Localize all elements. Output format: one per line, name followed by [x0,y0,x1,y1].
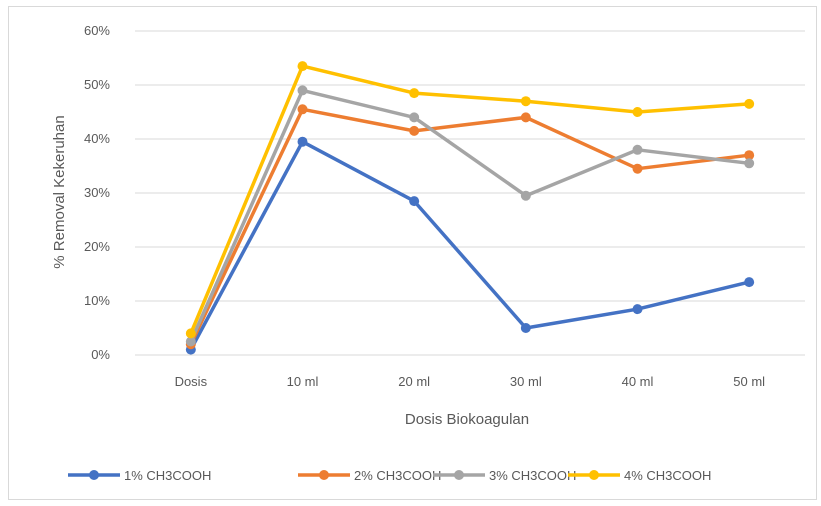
y-tick-label: 40% [84,131,110,146]
chart-frame [8,6,817,500]
data-point [297,104,308,115]
data-point [409,196,420,207]
legend-swatch-marker [319,470,329,480]
x-axis-ticks: Dosis 10 ml 20 ml 30 ml 40 ml 50 ml [175,374,766,389]
series-3 [185,85,755,347]
series-line [189,107,751,346]
legend-item: 3% CH3COOH [433,468,576,483]
legend-swatch-marker [454,470,464,480]
gridlines [135,30,805,356]
data-point [297,136,308,147]
y-tick-label: 10% [84,293,110,308]
series-lines [185,61,755,355]
data-point [520,323,531,333]
data-point [409,112,420,123]
legend-label: 1% CH3COOH [124,468,211,483]
x-axis-title: Dosis Biokoagulan [405,411,529,428]
data-point [185,336,196,347]
series-line [189,88,751,344]
y-tick-label: 30% [84,185,110,200]
legend-item: 2% CH3COOH [298,468,441,483]
data-point [632,107,643,117]
data-point [744,158,755,169]
series-1 [185,136,755,355]
data-point [520,112,531,123]
x-tick-label: 10 ml [287,374,319,389]
data-point [185,328,196,339]
y-tick-label: 20% [84,239,110,254]
series-4 [185,61,755,339]
data-point [520,96,531,107]
data-point [409,125,420,136]
series-line [189,64,751,336]
y-tick-label: 50% [84,77,110,92]
x-tick-label: 40 ml [622,374,654,389]
data-point [744,150,755,161]
legend: 1% CH3COOH 2% CH3COOH 3% CH3COOH 4% CH3COOH [68,468,711,483]
y-tick-label: 0% [91,347,110,362]
x-tick-label: 50 ml [733,374,765,389]
legend-label: 2% CH3COOH [354,468,441,483]
data-point [632,144,643,155]
y-axis-title: % Removal Kekeruhan [51,115,68,268]
x-tick-label: 30 ml [510,374,542,389]
data-point [744,277,755,288]
data-point [744,98,755,109]
legend-item: 4% CH3COOH [568,468,711,483]
legend-label: 3% CH3COOH [489,468,576,483]
legend-swatch-marker [589,470,599,480]
data-point [520,190,531,201]
series-2 [185,104,755,350]
legend-item: 1% CH3COOH [68,468,211,483]
series-line [189,139,751,352]
legend-label: 4% CH3COOH [624,468,711,483]
legend-swatch-marker [89,470,99,480]
y-axis-ticks: 0% 10% 20% 30% 40% 50% 60% [84,23,110,362]
x-tick-label: Dosis [175,374,208,389]
data-point [632,163,643,174]
data-point [409,88,420,99]
data-point [632,304,643,315]
data-point [297,61,308,72]
data-point [297,85,308,96]
y-tick-label: 60% [84,23,110,38]
x-tick-label: 20 ml [398,374,430,389]
